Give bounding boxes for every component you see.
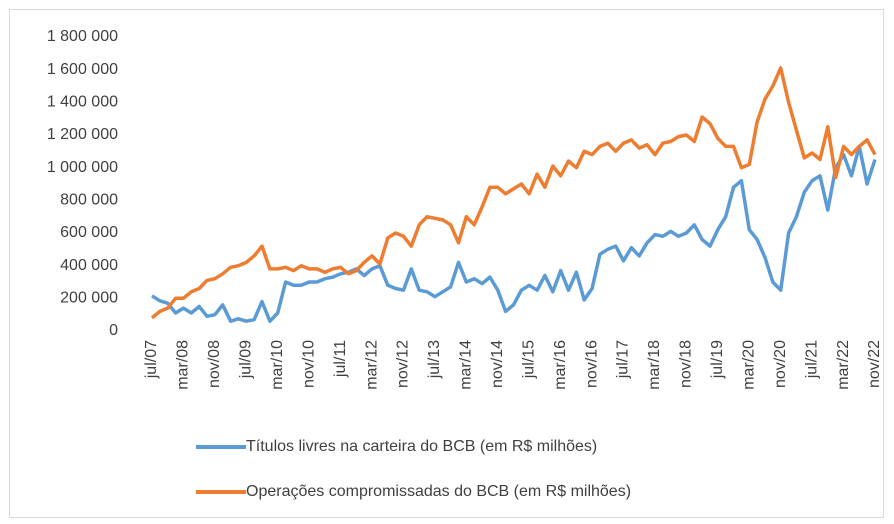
y-tick-label: 1 600 000 <box>47 61 118 78</box>
x-tick-label: mar/14 <box>458 340 475 390</box>
x-tick-label: mar/08 <box>175 340 192 390</box>
x-tick-label: nov/18 <box>678 340 695 388</box>
x-tick-label: mar/18 <box>646 340 663 390</box>
y-tick-label: 1 800 000 <box>47 28 118 45</box>
x-tick-label: jul/07 <box>143 340 160 379</box>
series-line <box>151 144 877 323</box>
x-tick-label: nov/10 <box>300 340 317 388</box>
y-tick-label: 0 <box>109 322 118 339</box>
y-tick-label: 800 000 <box>60 192 118 209</box>
x-tick-label: nov/20 <box>772 340 789 388</box>
x-tick-label: nov/08 <box>206 340 223 388</box>
y-tick-label: 1 000 000 <box>47 159 118 176</box>
x-tick-label: nov/16 <box>583 340 600 388</box>
x-tick-label: mar/22 <box>835 340 852 390</box>
y-tick-label: 200 000 <box>60 290 118 307</box>
x-tick-label: jul/09 <box>238 340 255 379</box>
x-tick-label: mar/12 <box>363 340 380 390</box>
x-tick-label: jul/21 <box>803 340 820 379</box>
x-tick-label: nov/14 <box>489 340 506 388</box>
chart-frame <box>9 9 884 518</box>
series-line <box>150 66 877 320</box>
legend-label: Operações compromissadas do BCB (em R$ m… <box>246 483 631 500</box>
x-tick-label: jul/17 <box>615 340 632 379</box>
y-tick-label: 1 400 000 <box>47 94 118 111</box>
x-tick-label: jul/13 <box>426 340 443 379</box>
y-tick-label: 400 000 <box>60 257 118 274</box>
y-tick-label: 1 200 000 <box>47 126 118 143</box>
x-tick-label: nov/12 <box>395 340 412 388</box>
legend-label: Títulos livres na carteira do BCB (em R$… <box>246 438 597 455</box>
x-tick-label: jul/19 <box>709 340 726 379</box>
y-tick-label: 600 000 <box>60 224 118 241</box>
x-tick-label: jul/11 <box>332 340 349 378</box>
x-tick-label: nov/22 <box>866 340 883 388</box>
x-tick-label: jul/15 <box>520 340 537 379</box>
x-tick-label: mar/16 <box>552 340 569 390</box>
x-tick-label: mar/10 <box>269 340 286 390</box>
x-tick-label: mar/20 <box>740 340 757 390</box>
